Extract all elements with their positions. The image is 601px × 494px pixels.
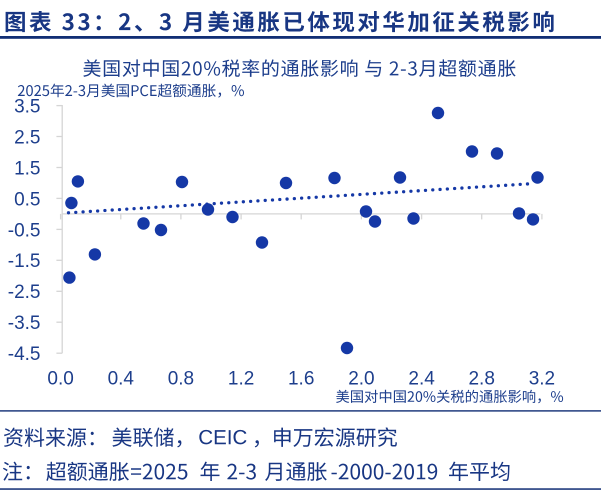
svg-text:0.5: 0.5 [14, 189, 40, 210]
svg-text:2.4: 2.4 [408, 368, 435, 389]
svg-text:-3.5: -3.5 [8, 313, 41, 334]
svg-text:-2.5: -2.5 [8, 282, 41, 303]
svg-text:2.5: 2.5 [14, 127, 40, 148]
svg-text:2.8: 2.8 [468, 368, 494, 389]
svg-text:2.0: 2.0 [348, 368, 374, 389]
svg-text:0.8: 0.8 [168, 368, 194, 389]
svg-text:1.6: 1.6 [288, 368, 314, 389]
svg-text:-4.5: -4.5 [8, 344, 41, 365]
svg-text:0.0: 0.0 [47, 368, 73, 389]
svg-text:1.2: 1.2 [228, 368, 254, 389]
svg-text:-1.5: -1.5 [8, 251, 41, 272]
svg-text:3.5: 3.5 [14, 97, 40, 118]
svg-text:3.2: 3.2 [529, 368, 555, 389]
svg-text:1.5: 1.5 [14, 158, 40, 179]
svg-text:0.4: 0.4 [108, 368, 135, 389]
svg-text:-0.5: -0.5 [8, 220, 41, 241]
